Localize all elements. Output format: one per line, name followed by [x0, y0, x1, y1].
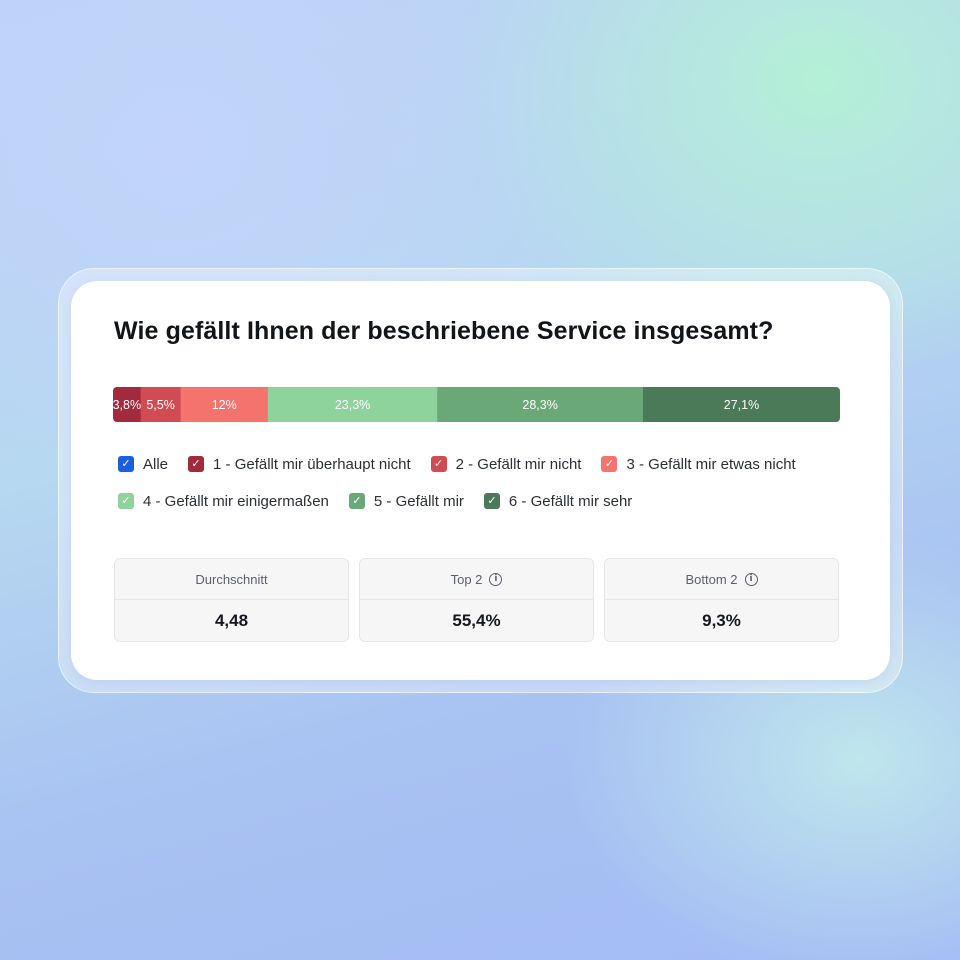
legend-item-alle[interactable]: ✓ Alle [118, 456, 168, 473]
check-icon[interactable]: ✓ [118, 456, 134, 472]
question-title: Wie gefällt Ihnen der beschriebene Servi… [114, 317, 774, 345]
legend-item-2[interactable]: ✓ 2 - Gefällt mir nicht [430, 455, 582, 473]
bar-segment-4[interactable] [267, 387, 438, 422]
legend-item-3[interactable]: ✓ 3 - Gefällt mir etwas nicht [601, 455, 796, 473]
legend-label: 6 - Gefällt mir sehr [508, 492, 633, 510]
bar-data-label-4: 23,3% [335, 398, 370, 412]
bar-data-label-6: 27,1% [724, 398, 759, 412]
legend-label: 3 - Gefällt mir etwas nicht [626, 455, 796, 473]
stat-label: Bottom 2 [685, 571, 738, 587]
stat-card-top2: Top 2 i 55,4% [359, 558, 594, 642]
stat-header: Bottom 2 i [605, 559, 838, 600]
bar-data-label-2: 5,5% [146, 398, 175, 412]
stat-header: Durchschnitt [115, 559, 348, 600]
bar-segment-1[interactable] [113, 387, 142, 422]
check-icon[interactable]: ✓ [188, 456, 205, 472]
bar-data-label-3: 12% [212, 398, 237, 412]
stat-label: Top 2 [450, 571, 483, 587]
bar-segment-6[interactable] [642, 387, 840, 422]
check-icon[interactable]: ✓ [483, 493, 500, 509]
check-icon[interactable]: ✓ [348, 493, 365, 509]
stat-value: 9,3% [702, 611, 741, 630]
legend-item-6[interactable]: ✓ 6 - Gefällt mir sehr [483, 492, 633, 510]
stat-label: Durchschnitt [195, 571, 268, 587]
survey-result-card: Wie gefällt Ihnen der beschriebene Servi… [71, 281, 890, 680]
check-icon[interactable]: ✓ [430, 456, 447, 472]
check-icon[interactable]: ✓ [118, 493, 134, 509]
stat-header: Top 2 i [360, 559, 593, 600]
legend-item-1[interactable]: ✓ 1 - Gefällt mir überhaupt nicht [188, 456, 411, 473]
legend-label: 4 - Gefällt mir einigermaßen [143, 492, 329, 510]
legend-label: Alle [143, 455, 169, 473]
stat-card-durchschnitt: Durchschnitt 4,48 [114, 558, 349, 642]
check-icon[interactable]: ✓ [601, 456, 618, 472]
legend-item-4[interactable]: ✓ 4 - Gefällt mir einigermaßen [118, 493, 329, 510]
legend-label: 1 - Gefällt mir überhaupt nicht [213, 455, 411, 473]
stat-value: 4,48 [214, 611, 249, 630]
info-icon[interactable]: i [489, 572, 503, 586]
bar-data-label-1: 3,8% [113, 398, 141, 412]
legend-row-2: ✓ 4 - Gefällt mir einigermaßen ✓ 5 - Gef… [118, 490, 848, 512]
bar-segment-5[interactable] [437, 387, 644, 422]
bar-segment-2[interactable] [140, 387, 182, 422]
stats-row: Durchschnitt 4,48 Top 2 i 55,4% Bottom 2… [114, 558, 839, 642]
legend-label: 2 - Gefällt mir nicht [455, 455, 582, 473]
bar-data-label-5: 28,3% [522, 398, 557, 412]
stat-value: 55,4% [452, 611, 501, 630]
legend-label: 5 - Gefällt mir [373, 492, 464, 510]
stat-card-bottom2: Bottom 2 i 9,3% [604, 558, 839, 642]
info-icon[interactable]: i [744, 572, 758, 586]
legend: ✓ Alle ✓ 1 - Gefällt mir überhaupt nicht… [118, 453, 848, 527]
legend-row-1: ✓ Alle ✓ 1 - Gefällt mir überhaupt nicht… [118, 453, 848, 475]
stacked-bar-chart: 3,8% 5,5% 12% 23,3% 28,3% 27,1% [113, 387, 840, 422]
bar-segment-3[interactable] [180, 387, 269, 422]
legend-item-5[interactable]: ✓ 5 - Gefällt mir [348, 492, 464, 510]
